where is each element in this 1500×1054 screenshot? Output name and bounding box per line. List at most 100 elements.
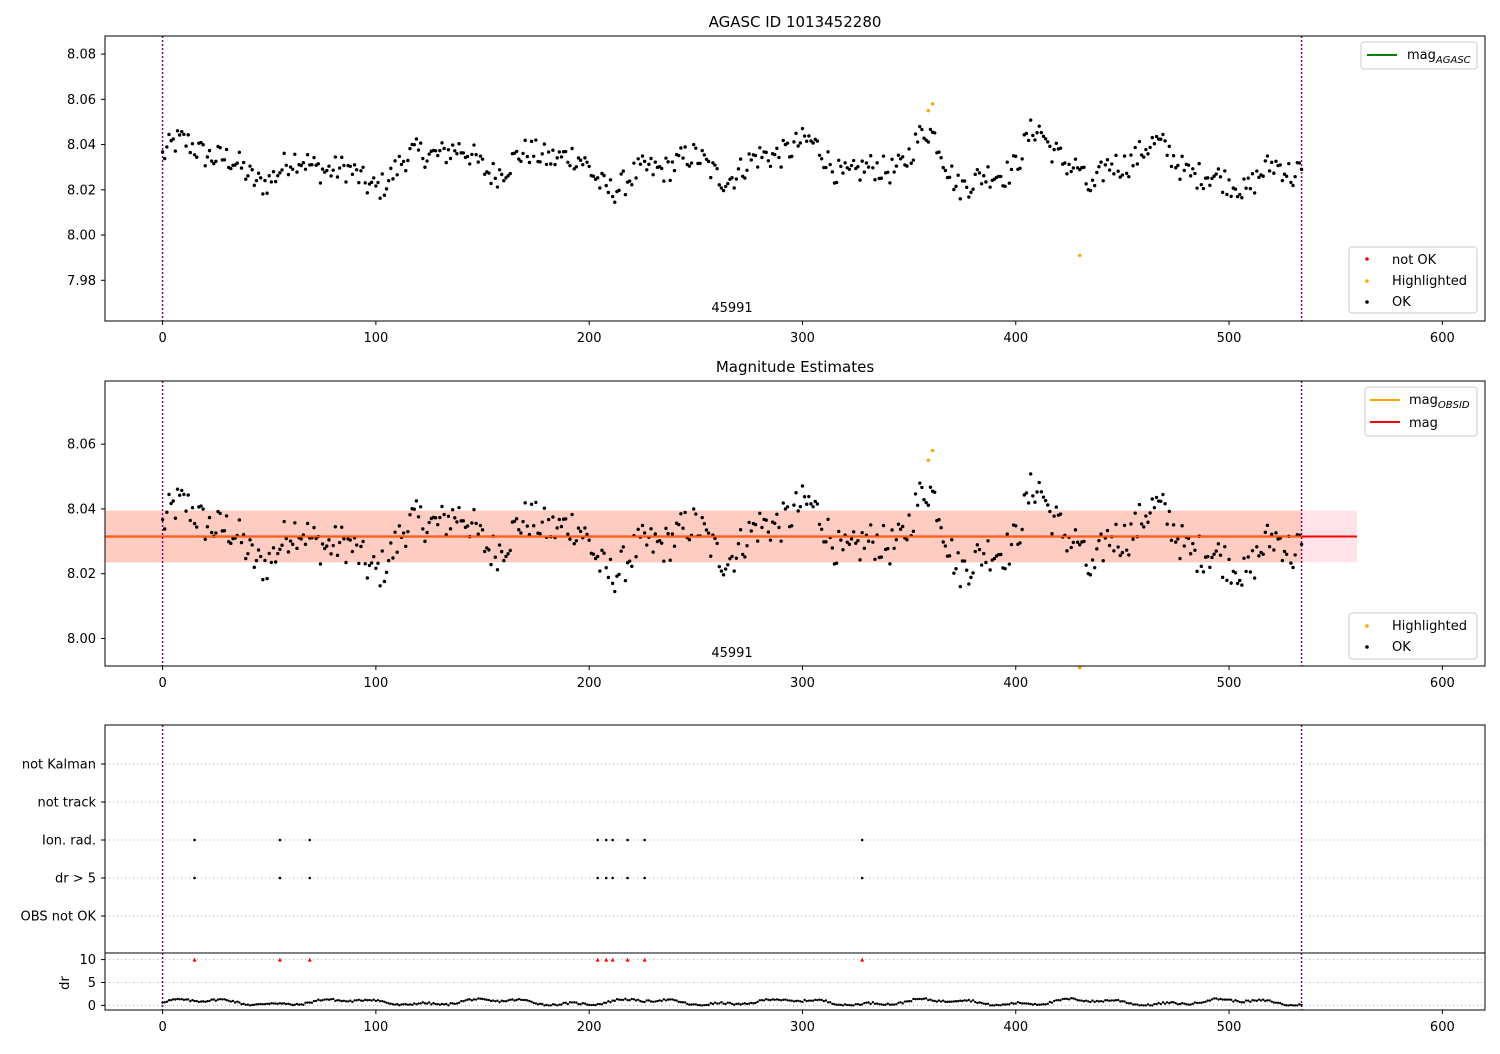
dr-point — [752, 1002, 755, 1005]
ok-point — [1210, 176, 1214, 181]
ok-point — [956, 173, 960, 177]
dr-point — [268, 1002, 271, 1006]
ok-point — [858, 558, 862, 562]
dr-point — [1012, 1002, 1015, 1005]
ok-point — [500, 549, 504, 554]
ok-point — [704, 528, 709, 532]
dr-point — [459, 999, 463, 1003]
dr-point — [419, 1002, 422, 1005]
ok-point — [259, 176, 263, 180]
ok-point — [186, 493, 190, 497]
dr-point — [769, 998, 772, 1002]
ok-point — [576, 156, 581, 160]
ok-point — [1263, 530, 1268, 535]
dr-point — [722, 1002, 725, 1005]
ok-point — [1103, 163, 1108, 167]
ok-point — [1199, 182, 1204, 187]
x-tick-label: 0 — [158, 331, 166, 346]
ok-point — [331, 168, 335, 172]
ok-point — [357, 180, 361, 185]
ok-point — [971, 187, 975, 191]
dr-point — [651, 1000, 655, 1003]
ok-point — [229, 166, 233, 171]
ok-point — [638, 162, 643, 166]
dr-point — [860, 1003, 864, 1006]
dr-point — [344, 1000, 348, 1003]
ok-point — [1246, 555, 1250, 559]
dr-point — [1033, 1002, 1037, 1006]
ok-point — [779, 165, 783, 169]
dr-point — [1291, 1004, 1295, 1007]
ok-point — [922, 498, 926, 502]
ok-point — [218, 145, 222, 150]
ok-point — [190, 505, 195, 510]
ok-point — [489, 181, 493, 186]
ok-point — [941, 165, 945, 170]
ok-point — [195, 155, 199, 159]
ok-point — [1041, 495, 1046, 499]
dr-point — [1200, 1001, 1203, 1005]
ok-point — [668, 178, 672, 183]
ok-point — [965, 185, 969, 190]
dr-point — [509, 998, 512, 1002]
ok-point — [677, 522, 681, 527]
dr-point — [1266, 999, 1269, 1002]
ok-point — [913, 132, 918, 136]
dr-point — [818, 998, 821, 1001]
dr-point — [643, 1000, 646, 1004]
ok-point — [920, 485, 924, 490]
dr-point — [965, 999, 968, 1002]
dr-point — [216, 998, 220, 1001]
ok-point — [286, 172, 291, 177]
ok-point — [1244, 569, 1248, 574]
ok-point — [600, 548, 604, 553]
highlighted-point — [930, 448, 935, 453]
dr-clipped-marker — [610, 957, 615, 962]
ok-point — [918, 481, 922, 485]
ok-point — [728, 556, 732, 561]
ok-point — [894, 164, 899, 168]
ok-point — [322, 546, 327, 551]
ok-point — [1024, 131, 1029, 136]
ok-point — [947, 554, 952, 558]
ok-point — [478, 523, 483, 528]
ok-point — [734, 556, 739, 560]
dr-point — [997, 1003, 1000, 1007]
ok-point — [1152, 142, 1157, 146]
dr-point — [711, 1002, 715, 1006]
ok-point — [608, 178, 613, 182]
ok-point — [325, 168, 329, 173]
dr-point — [246, 1003, 250, 1006]
ok-point — [188, 150, 193, 155]
dr-point — [895, 1003, 898, 1006]
ok-point — [668, 558, 672, 562]
ok-point — [416, 148, 421, 152]
dr-point — [391, 1003, 395, 1006]
ok-point — [600, 171, 604, 176]
ok-point — [666, 531, 670, 536]
ok-point — [807, 134, 811, 138]
dr-point — [916, 997, 919, 1001]
dr-point — [899, 1001, 902, 1004]
ok-point — [566, 160, 570, 164]
ok-point — [372, 176, 376, 180]
dr-point — [353, 999, 356, 1002]
ok-point — [506, 174, 510, 178]
dr-point — [1176, 1003, 1180, 1006]
dr-point — [1261, 998, 1265, 1001]
dr-point — [167, 999, 171, 1002]
dr-point — [641, 1000, 644, 1004]
flag-point — [626, 876, 629, 880]
ok-point — [408, 513, 412, 517]
legend-ok-2: OK — [1392, 640, 1411, 655]
ok-point — [570, 512, 574, 517]
dr-point — [553, 1003, 557, 1006]
ok-point — [222, 529, 227, 533]
ok-point — [1031, 494, 1035, 498]
ok-point — [1052, 514, 1056, 518]
panel-magnitude-title: Magnitude Estimates — [716, 358, 874, 376]
ok-point — [815, 502, 820, 506]
dr-point — [963, 999, 966, 1002]
ok-point — [1206, 176, 1210, 180]
dr-point — [506, 999, 510, 1002]
